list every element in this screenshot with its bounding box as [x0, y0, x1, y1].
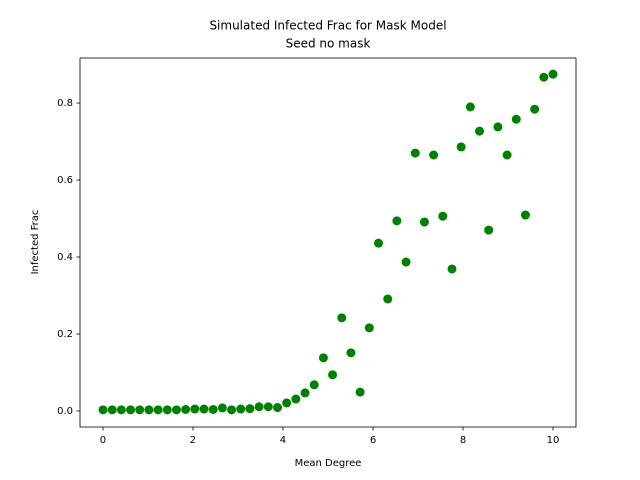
point: [364, 323, 374, 333]
point: [107, 405, 117, 415]
point: [392, 216, 402, 226]
point: [520, 210, 530, 220]
point: [438, 211, 448, 221]
x-tick-label: 8: [460, 435, 466, 446]
point: [144, 405, 154, 415]
y-tick-label: 0.2: [57, 329, 73, 340]
x-axis-label: Mean Degree: [295, 458, 362, 469]
point: [539, 72, 549, 82]
point: [346, 348, 356, 358]
point: [282, 398, 292, 408]
point: [190, 404, 200, 414]
x-tick-label: 10: [547, 435, 560, 446]
point: [254, 402, 264, 412]
point: [153, 405, 163, 415]
y-tick-label: 0.0: [57, 406, 73, 417]
point: [236, 404, 246, 414]
chart-subtitle: Seed no mask: [286, 37, 371, 51]
point: [530, 104, 540, 114]
point: [465, 102, 475, 112]
point: [199, 404, 209, 414]
point: [227, 405, 237, 415]
x-tick-label: 4: [280, 435, 286, 446]
x-tick-label: 2: [190, 435, 196, 446]
point: [300, 388, 310, 398]
point: [355, 387, 365, 397]
point: [548, 69, 558, 79]
point: [291, 394, 301, 404]
point: [309, 380, 319, 390]
point: [502, 150, 512, 160]
point: [273, 403, 283, 413]
point: [383, 294, 393, 304]
point: [208, 404, 218, 414]
y-axis-label: Infected Frac: [30, 210, 41, 275]
point: [98, 405, 108, 415]
point: [245, 404, 255, 414]
point: [328, 370, 338, 380]
point: [373, 238, 383, 248]
point: [447, 264, 457, 274]
x-tick-label: 0: [100, 435, 106, 446]
point: [456, 142, 466, 152]
point: [410, 148, 420, 158]
y-tick-label: 0.8: [57, 98, 73, 109]
point: [217, 403, 227, 413]
point: [171, 405, 181, 415]
point: [401, 257, 411, 267]
point: [181, 404, 191, 414]
point: [135, 405, 145, 415]
point: [475, 126, 485, 136]
point: [484, 225, 494, 235]
chart-title: Simulated Infected Frac for Mask Model: [209, 19, 446, 33]
point: [419, 217, 429, 227]
y-tick-label: 0.6: [57, 175, 73, 186]
point: [263, 402, 273, 412]
point: [126, 405, 136, 415]
point: [493, 122, 503, 132]
y-tick-label: 0.4: [57, 252, 73, 263]
plot-frame: [79, 57, 577, 428]
point: [511, 114, 521, 124]
point: [162, 405, 172, 415]
point: [116, 405, 126, 415]
point: [337, 313, 347, 323]
point: [429, 150, 439, 160]
point: [318, 353, 328, 363]
x-tick-label: 6: [370, 435, 376, 446]
